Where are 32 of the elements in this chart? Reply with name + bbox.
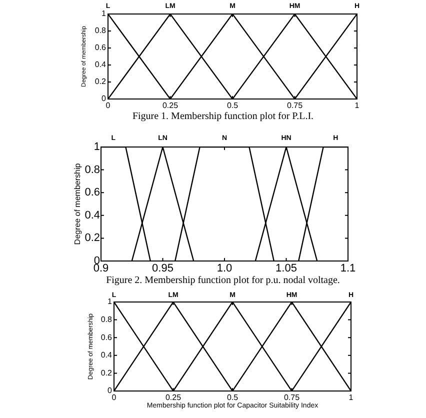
y-tick-label: 0.6 [100,332,113,342]
y-tick-label: 0.4 [100,350,113,360]
y-axis-title: Degree of membership [73,162,82,245]
y-tick-label: 0.2 [84,232,100,244]
y-tick-label: 0.4 [94,60,107,70]
y-tick-label: 0.6 [94,43,107,52]
x-tick-label: 1.05 [276,262,297,275]
x-tick-label: 1.1 [340,262,356,275]
y-tick-label: 0 [108,386,113,396]
x-tick-label: 1 [348,393,354,402]
y-tick-label: 0.2 [100,368,113,378]
y-tick-label: 0.8 [84,164,100,176]
x-tick-label: 1.0 [216,262,232,275]
y-tick-label: 0.2 [94,77,107,86]
x-tick-label: 0.25 [162,101,179,110]
x-tick-label: 1 [354,101,360,110]
y-tick-label: 1 [94,141,100,154]
caption: Figure 2. Membership function plot for p.u. nodal voltage. [105,274,341,288]
y-tick-label: 1 [102,9,107,18]
y-tick-label: 0.4 [84,209,100,222]
x-tick-label: 0.5 [226,101,239,110]
x-tick-label: 0.25 [165,393,182,402]
x-tick-label: 0.95 [152,262,174,275]
x-tick-label: 0.5 [226,393,239,402]
y-tick-label: 0.6 [84,186,100,199]
caption: Figure 1. Membership function plot for P.L.I. [131,110,315,124]
x-tick-label: 0.75 [286,101,304,110]
y-tick-label: 0 [102,94,107,104]
x-tick-label: 0.75 [284,393,300,402]
y-tick-label: 1 [108,297,113,306]
y-tick-label: 0.8 [94,26,107,36]
y-tick-label: 0.8 [100,315,113,324]
